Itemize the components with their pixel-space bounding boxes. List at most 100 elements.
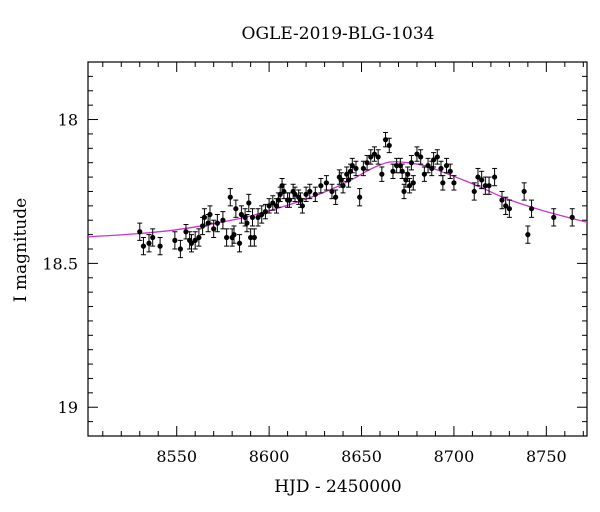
- data-point: [220, 211, 226, 230]
- data-point: [224, 228, 230, 247]
- point-marker: [242, 214, 248, 220]
- data-point: [349, 157, 355, 174]
- point-marker: [340, 183, 346, 189]
- data-point: [312, 186, 318, 203]
- y-axis-label: I magnitude: [11, 198, 31, 302]
- data-point: [357, 188, 363, 207]
- data-point: [231, 225, 237, 244]
- x-tick-label: 8700: [434, 447, 475, 466]
- data-point: [244, 213, 250, 233]
- data-point: [431, 152, 437, 168]
- y-tick-label: 18.5: [42, 254, 78, 273]
- point-marker: [312, 191, 318, 197]
- data-point: [421, 166, 427, 182]
- point-marker: [471, 188, 477, 195]
- data-point: [569, 208, 575, 227]
- point-marker: [551, 214, 557, 220]
- data-point: [238, 205, 244, 224]
- data-point: [236, 234, 243, 253]
- point-marker: [528, 206, 535, 212]
- chart-title: OGLE-2019-BLG-1034: [242, 24, 435, 44]
- y-tick-label: 18: [58, 111, 78, 130]
- point-marker: [401, 188, 407, 195]
- point-marker: [491, 174, 498, 180]
- point-marker: [146, 240, 152, 246]
- point-marker: [353, 165, 359, 172]
- point-marker: [506, 206, 512, 212]
- point-marker: [238, 211, 244, 218]
- data-point: [451, 175, 457, 191]
- data-point: [292, 186, 298, 203]
- point-marker: [157, 243, 163, 249]
- point-marker: [211, 226, 217, 232]
- y-axis-ticks: 18 18.5 19: [42, 111, 587, 417]
- data-point: [506, 199, 512, 218]
- data-point: [259, 205, 265, 224]
- point-marker: [431, 157, 437, 163]
- data-point: [471, 182, 477, 201]
- point-marker: [482, 183, 488, 189]
- point-marker: [475, 174, 481, 180]
- data-point: [227, 188, 233, 207]
- data-point: [146, 234, 152, 253]
- point-marker: [244, 220, 250, 226]
- point-marker: [249, 214, 256, 220]
- point-marker: [192, 237, 198, 243]
- point-marker: [248, 234, 254, 241]
- plot-frame: [87, 61, 588, 437]
- data-point: [491, 167, 498, 187]
- data-point: [410, 175, 416, 191]
- data-point: [340, 178, 346, 194]
- point-marker: [224, 234, 230, 241]
- data-point: [188, 234, 195, 253]
- data-point: [192, 231, 198, 250]
- point-marker: [438, 165, 444, 172]
- data-point: [137, 222, 143, 241]
- data-point: [233, 199, 239, 218]
- data-point: [406, 178, 413, 194]
- data-point: [201, 208, 208, 227]
- data-point: [140, 236, 147, 256]
- data-point: [418, 149, 424, 165]
- point-marker: [318, 183, 324, 189]
- data-point: [299, 198, 305, 214]
- data-point: [211, 219, 217, 238]
- point-marker: [201, 214, 208, 220]
- model-curve: [87, 161, 588, 238]
- data-point: [249, 208, 256, 227]
- data-points: [137, 131, 575, 259]
- data-point: [303, 186, 309, 203]
- data-point: [353, 160, 359, 177]
- x-axis-ticks: 8550 8600 8650 8700 8750: [156, 62, 567, 466]
- data-point: [425, 157, 431, 174]
- point-marker: [231, 232, 237, 238]
- point-marker: [177, 246, 184, 252]
- point-marker: [266, 203, 272, 209]
- data-point: [408, 155, 415, 171]
- point-marker: [386, 142, 392, 149]
- data-point: [528, 199, 535, 218]
- point-marker: [207, 211, 213, 218]
- point-marker: [569, 214, 575, 220]
- point-marker: [251, 234, 257, 241]
- y-tick-label: 19: [58, 398, 78, 417]
- data-point: [434, 149, 440, 165]
- data-point: [499, 190, 505, 210]
- point-marker: [375, 154, 381, 160]
- point-marker: [255, 214, 261, 220]
- data-point: [438, 160, 444, 177]
- data-point: [479, 170, 485, 190]
- point-marker: [140, 243, 147, 249]
- x-tick-label: 8600: [249, 447, 290, 466]
- point-marker: [227, 194, 233, 200]
- point-marker: [220, 217, 226, 223]
- data-point: [157, 236, 163, 256]
- data-point: [503, 196, 509, 215]
- point-marker: [379, 171, 385, 177]
- data-point: [371, 146, 378, 162]
- point-marker: [172, 237, 178, 243]
- point-marker: [183, 229, 189, 235]
- point-marker: [270, 200, 276, 206]
- point-marker: [368, 154, 374, 160]
- point-marker: [137, 229, 143, 235]
